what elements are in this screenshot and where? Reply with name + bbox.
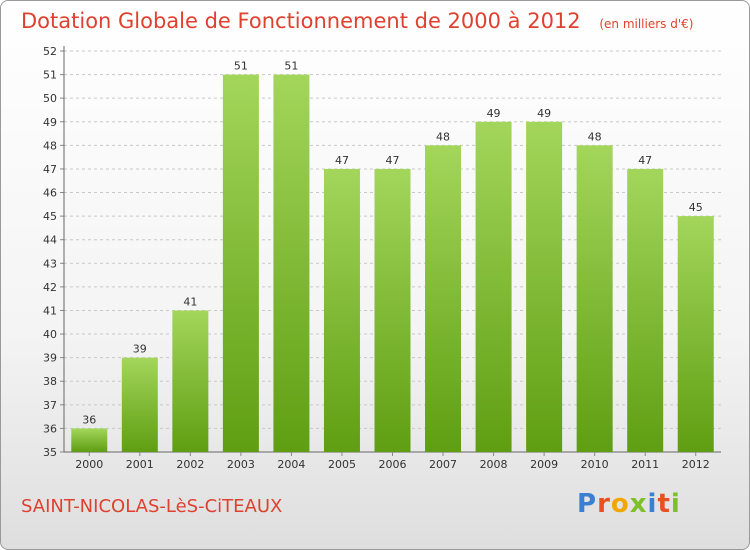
bar-value-label: 47 xyxy=(386,154,400,167)
bar-2003 xyxy=(222,74,259,453)
y-tick-label: 42 xyxy=(43,281,57,294)
bar-value-label: 45 xyxy=(689,201,703,214)
bar-2010 xyxy=(576,145,613,452)
y-tick-label: 44 xyxy=(43,234,57,247)
bar-2004 xyxy=(273,74,310,453)
x-tick-label: 2010 xyxy=(581,458,609,471)
bar-value-label: 39 xyxy=(133,343,147,356)
x-tick-label: 2007 xyxy=(429,458,457,471)
y-tick-label: 35 xyxy=(43,446,57,459)
y-tick-label: 45 xyxy=(43,210,57,223)
bar-value-label: 48 xyxy=(588,130,602,143)
bar-value-label: 47 xyxy=(638,154,652,167)
y-tick-label: 52 xyxy=(43,45,57,58)
bar-2001 xyxy=(121,357,158,452)
commune-name: SAINT-NICOLAS-LèS-CiTEAUX xyxy=(21,496,283,517)
x-tick-label: 2006 xyxy=(379,458,407,471)
y-tick-label: 37 xyxy=(43,399,57,412)
y-tick-label: 43 xyxy=(43,257,57,270)
bar-2009 xyxy=(526,121,563,452)
bar-value-label: 47 xyxy=(335,154,349,167)
x-tick-label: 2001 xyxy=(126,458,154,471)
x-tick-label: 2008 xyxy=(480,458,508,471)
x-tick-label: 2009 xyxy=(530,458,558,471)
x-tick-label: 2000 xyxy=(75,458,103,471)
x-tick-label: 2012 xyxy=(682,458,710,471)
y-tick-label: 39 xyxy=(43,352,57,365)
bar-value-label: 49 xyxy=(537,107,551,120)
proxiti-logo: Proxiti xyxy=(577,489,681,519)
y-tick-label: 40 xyxy=(43,328,57,341)
y-tick-label: 49 xyxy=(43,116,57,129)
chart-title-text: Dotation Globale de Fonctionnement de 20… xyxy=(21,9,581,33)
bar-2012 xyxy=(677,216,714,452)
bar-value-label: 49 xyxy=(487,107,501,120)
y-tick-label: 38 xyxy=(43,375,57,388)
bar-2007 xyxy=(425,145,462,452)
y-tick-label: 41 xyxy=(43,304,57,317)
x-tick-label: 2003 xyxy=(227,458,255,471)
bar-2002 xyxy=(172,310,209,452)
x-tick-label: 2004 xyxy=(277,458,305,471)
x-tick-label: 2002 xyxy=(176,458,204,471)
bar-2005 xyxy=(323,168,360,453)
y-tick-label: 48 xyxy=(43,139,57,152)
y-tick-label: 50 xyxy=(43,92,57,105)
x-tick-label: 2005 xyxy=(328,458,356,471)
y-tick-label: 46 xyxy=(43,187,57,200)
y-tick-label: 47 xyxy=(43,163,57,176)
y-tick-label: 51 xyxy=(43,69,57,82)
y-tick-label: 36 xyxy=(43,422,57,435)
bar-2008 xyxy=(475,121,512,452)
bar-2006 xyxy=(374,168,411,453)
bar-2000 xyxy=(71,428,108,452)
bar-value-label: 41 xyxy=(183,295,197,308)
chart-title: Dotation Globale de Fonctionnement de 20… xyxy=(21,9,693,33)
bar-value-label: 51 xyxy=(284,60,298,73)
bar-value-label: 48 xyxy=(436,130,450,143)
x-tick-label: 2011 xyxy=(631,458,659,471)
bar-value-label: 36 xyxy=(82,413,96,426)
bar-2011 xyxy=(627,168,664,453)
bar-value-label: 51 xyxy=(234,60,248,73)
chart-subtitle: (en milliers d'€) xyxy=(599,17,694,31)
